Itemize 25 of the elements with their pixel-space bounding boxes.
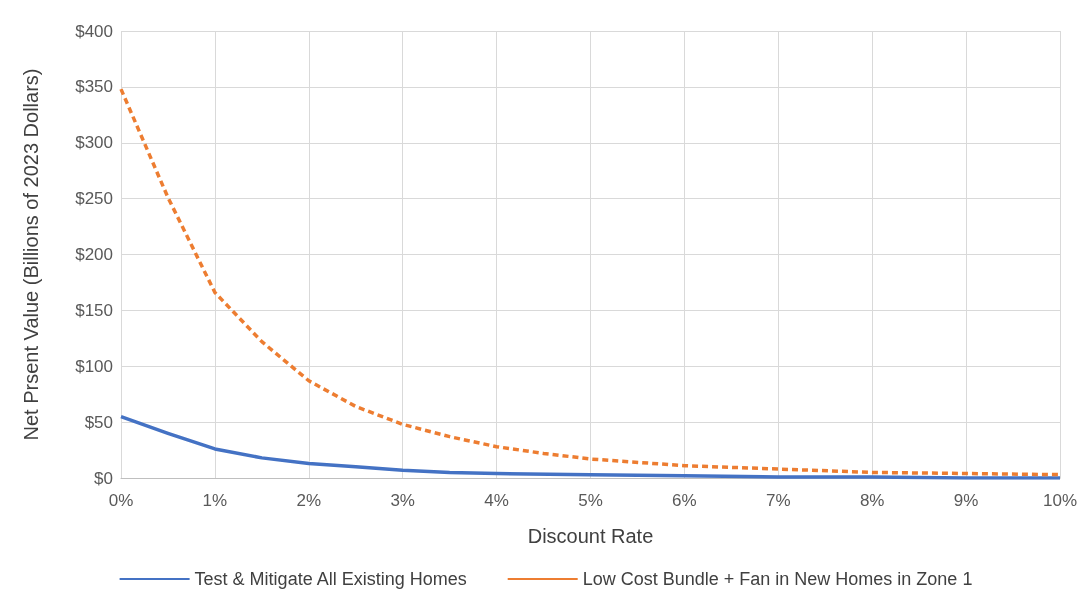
y-tick-label: $250	[75, 189, 113, 209]
legend-label: Test & Mitigate All Existing Homes	[194, 569, 467, 589]
x-tick-label: 8%	[859, 491, 885, 510]
y-tick-label: $400	[75, 21, 113, 41]
x-tick-label: 7%	[766, 491, 791, 510]
y-tick-label: $50	[84, 412, 113, 432]
y-tick-label: $300	[75, 133, 113, 153]
x-tick-label: 3%	[390, 491, 415, 510]
x-tick-label: 5%	[578, 491, 603, 510]
x-tick-label: 1%	[202, 491, 228, 510]
legend-label: Low Cost Bundle + Fan in New Homes in Zone 1	[582, 569, 973, 589]
y-tick-label: $0	[94, 468, 113, 488]
x-tick-label: 10%	[1042, 491, 1078, 510]
y-tick-label: $100	[75, 356, 113, 376]
y-axis-title: Net Prsent Value (Billions of 2023 Dollars)	[20, 68, 42, 441]
x-tick-label: 2%	[296, 491, 322, 510]
x-tick-label: 9%	[953, 491, 979, 510]
x-axis-title: Discount Rate	[527, 525, 654, 547]
x-tick-label: 0%	[108, 491, 134, 510]
x-tick-label: 6%	[672, 491, 697, 510]
line-series	[119, 414, 1062, 480]
y-tick-label: $150	[75, 300, 113, 320]
x-tick-label: 4%	[484, 491, 509, 510]
y-tick-label: $350	[75, 77, 113, 97]
y-tick-label: $200	[75, 245, 113, 264]
